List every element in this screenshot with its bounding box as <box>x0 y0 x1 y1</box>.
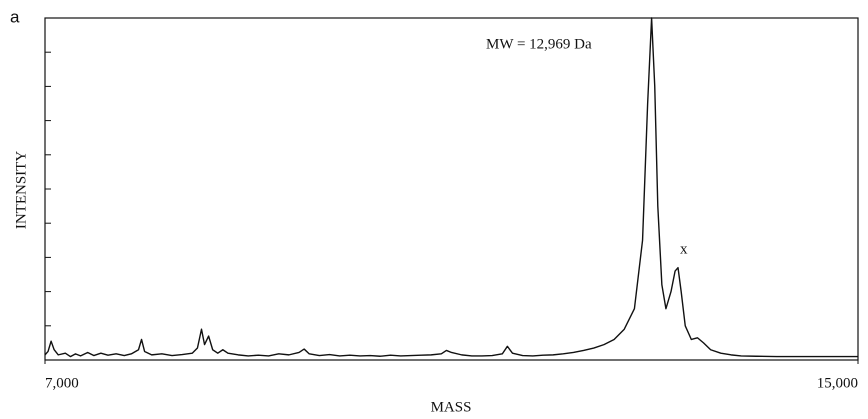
x-tick-label: 15,000 <box>817 375 858 391</box>
y-axis-label: INTENSITY <box>13 151 29 229</box>
spectrum-line <box>44 17 858 358</box>
x-tick-label: 7,000 <box>45 375 79 391</box>
panel-label: a <box>10 7 20 26</box>
x-axis-label: MASS <box>431 399 472 415</box>
annotation: MW = 12,969 Da <box>486 36 592 52</box>
annotation: x <box>680 241 688 257</box>
plot-frame <box>44 17 859 361</box>
